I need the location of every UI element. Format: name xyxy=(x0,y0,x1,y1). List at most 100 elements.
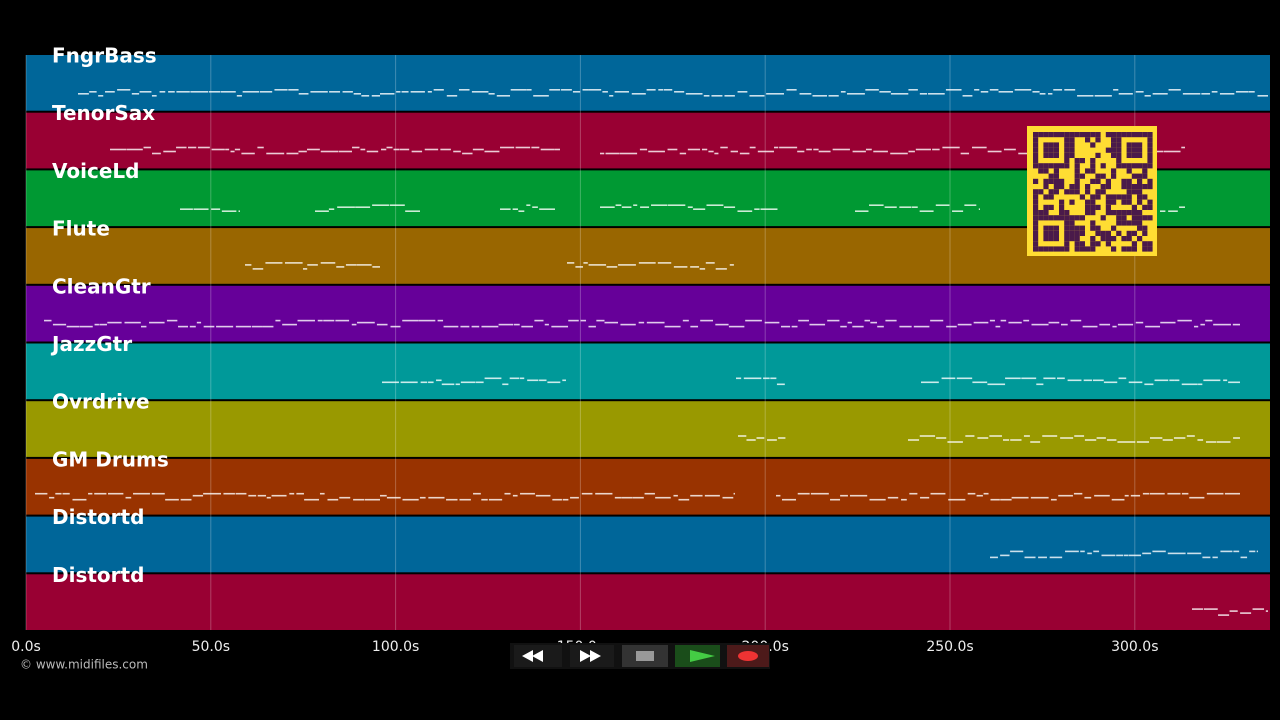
note xyxy=(1092,379,1104,382)
stop-button[interactable] xyxy=(622,645,668,667)
note xyxy=(455,383,460,386)
qr-cell xyxy=(1090,132,1096,138)
note xyxy=(887,496,899,499)
note xyxy=(180,208,193,210)
note xyxy=(614,496,622,499)
play-button[interactable] xyxy=(675,645,720,667)
note xyxy=(987,383,1006,386)
qr-cell xyxy=(1121,199,1127,205)
qr-cell xyxy=(1121,215,1127,221)
note xyxy=(757,150,774,153)
note xyxy=(818,150,831,153)
note xyxy=(420,381,428,384)
note xyxy=(1042,435,1058,437)
note xyxy=(1206,492,1224,495)
note xyxy=(738,435,747,437)
note xyxy=(1248,91,1255,93)
note xyxy=(418,319,436,322)
qr-cell xyxy=(1064,230,1070,236)
note xyxy=(221,210,237,212)
qr-cell xyxy=(1079,173,1085,179)
note xyxy=(189,325,196,328)
note xyxy=(1169,379,1175,382)
note xyxy=(1218,614,1230,616)
note xyxy=(211,148,225,151)
note xyxy=(549,89,561,91)
note xyxy=(241,152,255,155)
note xyxy=(639,148,648,151)
note xyxy=(510,89,527,91)
note xyxy=(1000,319,1007,322)
qr-cell xyxy=(1121,236,1127,242)
note xyxy=(151,492,165,495)
note xyxy=(1048,321,1060,324)
note xyxy=(849,494,868,497)
note xyxy=(909,492,918,495)
note xyxy=(1093,550,1100,553)
note xyxy=(446,95,458,97)
qr-cell xyxy=(1131,215,1137,221)
note xyxy=(1038,556,1047,559)
note xyxy=(604,321,619,324)
note xyxy=(989,435,1002,437)
qr-cell xyxy=(1137,152,1143,158)
qr-cell xyxy=(1074,246,1080,252)
note xyxy=(424,148,439,151)
note xyxy=(361,95,370,97)
note xyxy=(621,496,633,499)
note xyxy=(1144,95,1151,97)
note xyxy=(1043,377,1056,380)
note xyxy=(1152,550,1166,553)
qr-cell xyxy=(1142,246,1148,252)
note xyxy=(703,95,710,97)
rewind-button[interactable] xyxy=(514,645,562,667)
qr-cell xyxy=(1095,225,1101,231)
note xyxy=(588,264,607,266)
note xyxy=(1094,494,1110,497)
qr-cell xyxy=(1121,194,1127,200)
note xyxy=(498,323,513,326)
qr-cell xyxy=(1142,173,1148,179)
forward-button[interactable] xyxy=(570,645,614,667)
note xyxy=(1039,93,1046,95)
note xyxy=(124,321,141,324)
note xyxy=(98,95,104,97)
note xyxy=(619,152,638,155)
qr-cell xyxy=(1033,246,1039,252)
note xyxy=(1067,379,1082,382)
note xyxy=(472,148,484,151)
note xyxy=(1265,610,1268,612)
note xyxy=(995,325,1001,328)
note xyxy=(396,91,401,93)
note xyxy=(518,210,525,212)
note xyxy=(1216,441,1231,443)
note xyxy=(983,492,989,495)
note xyxy=(1240,612,1252,614)
track-row xyxy=(26,401,1270,457)
note xyxy=(638,262,656,264)
qr-cell xyxy=(1064,142,1070,148)
note xyxy=(427,91,432,93)
qr-cell xyxy=(1111,194,1117,200)
note xyxy=(251,325,263,328)
note xyxy=(567,262,575,264)
note xyxy=(602,91,608,93)
note xyxy=(749,95,765,97)
note xyxy=(852,325,864,328)
note xyxy=(631,93,646,95)
track-label: CleanGtr xyxy=(52,274,151,298)
note xyxy=(1160,210,1166,212)
note xyxy=(166,319,178,322)
note xyxy=(1023,319,1030,322)
note xyxy=(89,91,97,93)
record-button[interactable] xyxy=(727,645,769,667)
qr-cell xyxy=(1079,215,1085,221)
note xyxy=(948,498,966,501)
note xyxy=(338,150,352,153)
note xyxy=(743,377,762,380)
note xyxy=(704,494,720,497)
qr-cell xyxy=(1105,178,1111,184)
qr-cell xyxy=(1116,194,1122,200)
qr-cell xyxy=(1033,204,1039,210)
qr-cell xyxy=(1105,236,1111,242)
